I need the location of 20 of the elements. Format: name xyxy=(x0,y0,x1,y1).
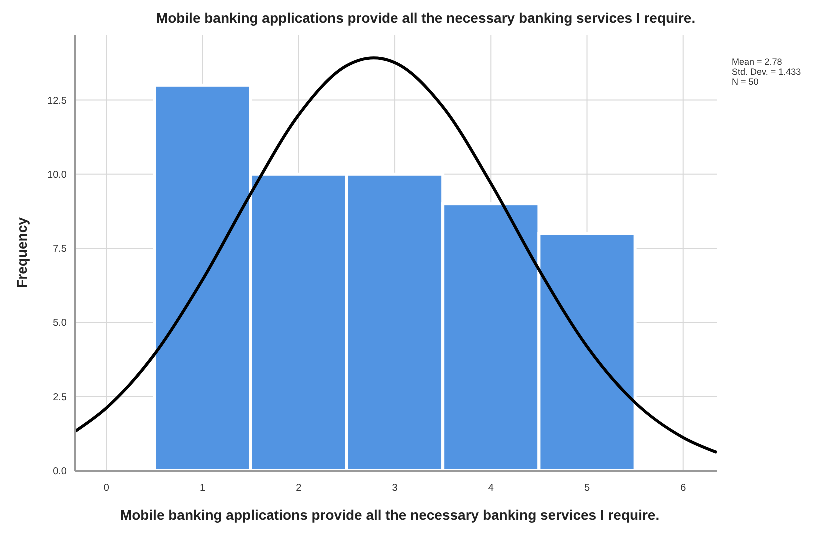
x-tick-label: 4 xyxy=(488,483,494,494)
x-tick-label: 3 xyxy=(392,483,398,494)
x-tick-label: 0 xyxy=(104,483,110,494)
y-tick-label: 12.5 xyxy=(48,96,68,107)
x-tick-label: 2 xyxy=(296,483,302,494)
text: N = 50 xyxy=(732,77,759,87)
x-tick-label: 1 xyxy=(200,483,206,494)
x-axis-title: Mobile banking applications provide all the necessary banking services I require. xyxy=(119,507,661,523)
y-tick-label: 7.5 xyxy=(53,244,68,256)
x-tick-label: 6 xyxy=(680,483,687,494)
y-tick-label: 0.0 xyxy=(53,466,68,478)
text: Std. Dev. = 1.433 xyxy=(732,67,802,77)
x-tick-label: 5 xyxy=(584,483,590,494)
y-axis-title: Frequency xyxy=(14,217,30,288)
line-series xyxy=(75,56,717,454)
y-tick-label: 10.0 xyxy=(48,170,68,181)
chart-title: Mobile banking applications provide all the necessary banking services I require. xyxy=(156,10,696,26)
y-tick-label: 5.0 xyxy=(53,318,68,330)
text: Mean = 2.78 xyxy=(732,57,782,67)
y-tick-label: 2.5 xyxy=(53,392,68,404)
